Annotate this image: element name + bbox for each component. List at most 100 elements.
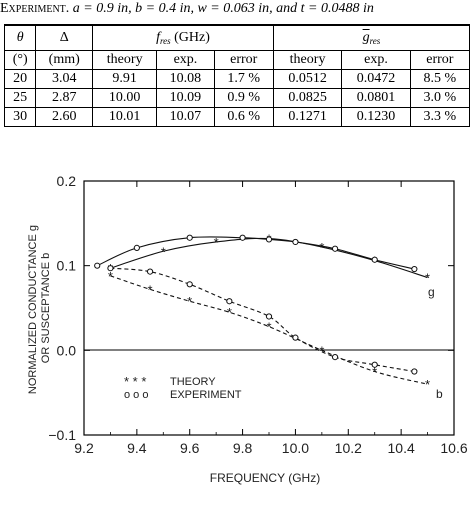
data-point-theory: * [319,240,324,255]
x-tick-label: 10.4 [388,440,415,456]
table-header-row: θ Δ fres (GHz) gres [3,24,471,51]
legend-theory-symbol: * * * [124,374,146,389]
cell-f-theory: 10.01 [92,107,158,127]
data-point-theory: * [148,282,153,297]
x-tick-label: 9.6 [180,440,200,456]
subheader-g-exp: exp. [341,50,411,70]
data-point-experiment [133,244,140,251]
y-axis-label: NORMALIZED CONDUCTANCE g OR SUSCEPTANCE … [27,222,52,394]
subheader-f-theory: theory [92,50,158,70]
x-tick-label: 10.6 [440,440,467,456]
x-axis-label: FREQUENCY (GHz) [210,471,320,485]
cell-delta: 2.87 [35,88,94,108]
cell-theta: 25 [3,88,37,108]
subheader-f-exp: exp. [156,50,215,70]
table-caption: Experiment. a = 0.9 in, b = 0.4 in, w = … [0,1,474,17]
cell-delta: 2.60 [35,107,94,127]
data-point-experiment [226,298,233,305]
series-line-b-circle [110,267,415,373]
cell-g-theory: 0.0825 [272,88,343,108]
data-point-theory: * [319,343,324,358]
table-row: 25 2.87 10.00 10.09 0.9 % 0.0825 0.0801 … [3,88,471,108]
header-theta: θ [3,24,37,51]
data-point-experiment [146,268,154,275]
cell-theta: 30 [3,107,37,127]
legend-experiment-symbol: o o o [124,389,148,401]
data-point-experiment [186,281,193,288]
cell-g-error: 8.5 % [409,69,471,89]
data-point-theory: * [187,294,192,309]
data-point-experiment [411,265,418,273]
data-point-theory: * [214,235,219,250]
header-gres: gres [272,24,471,51]
data-point-theory: * [266,320,271,335]
data-point-experiment [107,265,114,272]
data-point-theory: * [425,377,430,392]
data-point-experiment [371,361,378,368]
cell-f-theory: 9.91 [92,69,158,89]
header-fres: fres (GHz) [92,24,274,51]
data-point-experiment [331,245,339,252]
data-point-theory: * [227,305,232,320]
header-theta-unit: (°) [3,50,37,70]
results-table: θ Δ fres (GHz) gres (°) (mm) theory exp.… [3,24,471,127]
data-point-theory: * [425,271,430,286]
data-point-experiment [239,234,246,241]
cell-g-exp: 0.1230 [341,107,411,127]
cell-g-error: 3.0 % [409,88,471,108]
data-point-experiment [371,256,378,263]
x-tick-label: 9.2 [74,440,94,456]
cell-g-error: 3.3 % [409,107,471,127]
data-point-theory: * [161,244,166,259]
y-tick-label: −0.1 [48,427,76,443]
caption-lead: Experiment. [0,1,70,16]
legend-theory-label: THEORY [170,376,216,388]
cell-f-exp: 10.09 [156,88,215,108]
y-tick-label: 0.2 [57,173,77,189]
subheader-f-error: error [213,50,274,70]
legend-experiment-label: EXPERIMENT [170,389,242,401]
curve-label-g: g [428,285,435,299]
subheader-g-theory: theory [272,50,343,70]
data-point-experiment [292,334,299,341]
table-subheader-row: (°) (mm) theory exp. error theory exp. e… [3,50,471,70]
cell-g-exp: 0.0801 [341,88,411,108]
table-row: 20 3.04 9.91 10.08 1.7 % 0.0512 0.0472 8… [3,69,471,89]
header-delta-unit: (mm) [35,50,94,70]
cell-f-error: 1.7 % [213,69,274,89]
table-row: 30 2.60 10.01 10.07 0.6 % 0.1271 0.1230 … [3,107,471,127]
legend: * * * THEORY o o o EXPERIMENT [124,374,242,401]
cell-theta: 20 [3,69,37,89]
x-tick-label: 9.8 [233,440,253,456]
series-line-b-star [110,275,428,385]
curve-label-b: b [436,387,443,401]
frequency-response-chart: 9.2 9.4 9.6 9.8 10.0 10.2 10.4 10.6 0.2 0.1 0.0 −0.… [27,173,468,485]
data-point-theory: * [372,365,377,380]
data-point-experiment [331,354,339,361]
y-tick-label: 0.1 [57,258,77,274]
y-tick-label: 0.0 [57,342,77,358]
cell-f-exp: 10.08 [156,69,215,89]
data-point-experiment [265,236,273,243]
cell-g-theory: 0.1271 [272,107,343,127]
cell-f-error: 0.9 % [213,88,274,108]
data-point-experiment [411,368,418,375]
x-tick-label: 10.0 [282,440,309,456]
header-delta: Δ [35,24,94,51]
data-point-experiment [265,313,273,320]
cell-delta: 3.04 [35,69,94,89]
cell-f-exp: 10.07 [156,107,215,127]
cell-f-error: 0.6 % [213,107,274,127]
x-tick-label: 9.4 [127,440,147,456]
subheader-g-error: error [409,50,471,70]
cell-g-exp: 0.0472 [341,69,411,89]
data-point-experiment [94,262,101,269]
data-point-experiment [292,238,299,246]
data-point-theory: * [108,269,113,284]
cell-g-theory: 0.0512 [272,69,343,89]
data-point-experiment [186,234,193,241]
cell-f-theory: 10.00 [92,88,158,108]
x-tick-label: 10.2 [335,440,362,456]
series-line-g-circle [96,236,415,270]
caption-text: a = 0.9 in, b = 0.4 in, w = 0.063 in, an… [69,1,374,16]
